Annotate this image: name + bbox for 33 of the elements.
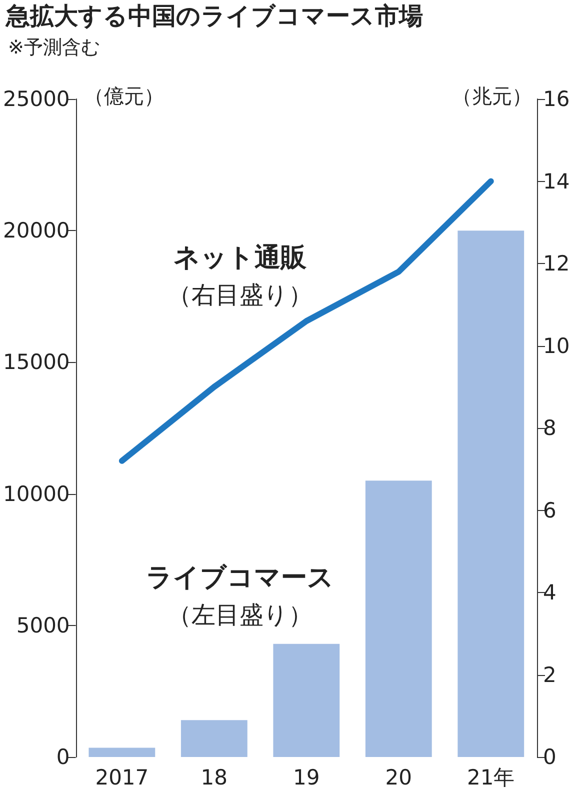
- x-tick-label: 18: [200, 766, 228, 790]
- y2-tick-label: 8: [543, 416, 556, 440]
- bar: [365, 480, 432, 757]
- y2-tick-label: 2: [543, 662, 556, 687]
- x-tick-label: 21年: [467, 766, 515, 790]
- y-tick-label: 0: [56, 745, 70, 769]
- series-label: ネット通販: [174, 243, 308, 273]
- y-tick-label: 5000: [16, 613, 70, 638]
- annotation: （左目盛り）: [168, 601, 312, 629]
- x-tick-label: 19: [293, 766, 320, 790]
- bar: [458, 230, 524, 757]
- chart-subtitle: ※予測含む: [8, 36, 100, 58]
- y2-tick-label: 14: [543, 169, 570, 194]
- y2-tick-label: 0: [543, 745, 556, 769]
- y-axis-title: （億元）: [84, 84, 164, 108]
- y2-tick-label: 16: [543, 87, 570, 111]
- x-tick-label: 2017: [95, 766, 149, 790]
- y2-tick-label: 10: [543, 334, 570, 358]
- annotation: （右目盛り）: [168, 281, 312, 309]
- y-tick-label: 20000: [2, 218, 70, 243]
- bar: [180, 720, 248, 757]
- y-tick-label: 25000: [2, 87, 70, 111]
- bar: [88, 748, 156, 757]
- chart-title: 急拡大する中国のライブコマース市場: [5, 2, 423, 30]
- y-tick-label: 15000: [2, 350, 70, 374]
- y-tick-label: 10000: [2, 482, 70, 506]
- y2-tick-label: 4: [543, 580, 556, 604]
- bar: [273, 644, 340, 757]
- y2-axis-title: （兆元）: [452, 84, 532, 108]
- series-label: ライブコマース: [146, 563, 334, 593]
- x-tick-label: 20: [385, 766, 412, 790]
- y2-tick-label: 6: [543, 498, 556, 522]
- y2-tick-label: 12: [543, 252, 570, 276]
